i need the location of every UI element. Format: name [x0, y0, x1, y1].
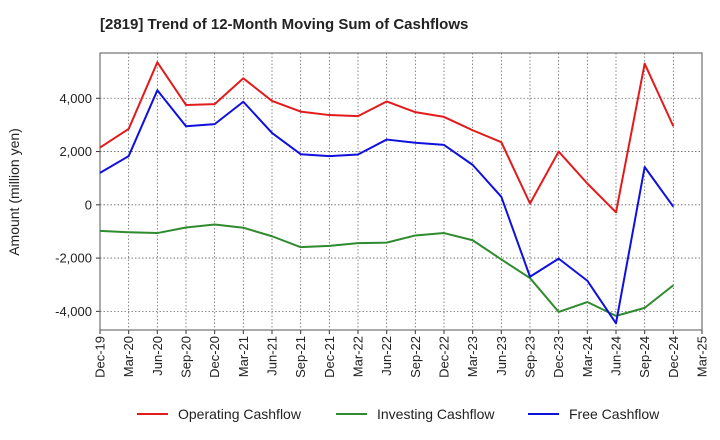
- x-tick-label: Mar-25: [695, 336, 710, 377]
- legend-label-free-cashflow: Free Cashflow: [569, 406, 660, 422]
- x-tick-label: Sep-24: [637, 336, 652, 378]
- x-tick-label: Mar-22: [351, 336, 366, 377]
- series-line-operating-cashflow: [99, 61, 675, 214]
- x-tick-label: Dec-23: [551, 336, 566, 378]
- y-tick-label: 2,000: [59, 144, 92, 159]
- x-tick-label: Mar-21: [236, 336, 251, 377]
- x-tick-label: Dec-21: [322, 336, 337, 378]
- x-tick-label: Dec-19: [93, 336, 108, 378]
- x-tick-label: Dec-24: [666, 336, 681, 378]
- x-tick-label: Sep-20: [179, 336, 194, 378]
- y-axis-label: Amount (million yen): [6, 128, 22, 256]
- x-tick-label: Jun-24: [609, 336, 624, 376]
- y-tick-label: -2,000: [55, 251, 92, 266]
- x-tick-label: Jun-23: [494, 336, 509, 376]
- x-tick-label: Mar-24: [580, 336, 595, 377]
- x-tick-label: Sep-21: [293, 336, 308, 378]
- x-tick-label: Dec-22: [437, 336, 452, 378]
- series-line-free-cashflow: [99, 89, 675, 325]
- y-tick-label: -4,000: [55, 304, 92, 319]
- x-tick-label: Dec-20: [207, 336, 222, 378]
- x-tick-label: Mar-20: [121, 336, 136, 377]
- x-tick-label: Mar-23: [465, 336, 480, 377]
- legend-label-investing-cashflow: Investing Cashflow: [377, 406, 495, 422]
- series-line-investing-cashflow: [99, 223, 674, 317]
- x-tick-label: Sep-22: [408, 336, 423, 378]
- plot-area: 4,000 2,000 0 -2,000 -4,000 Dec-19 Mar-20 Jun-2…: [55, 52, 710, 378]
- x-tick-label: Jun-20: [150, 336, 165, 376]
- chart-title: [2819] Trend of 12-Month Moving Sum of C…: [100, 16, 468, 33]
- x-tick-label: Sep-23: [523, 336, 538, 378]
- legend: Operating Cashflow Investing Cashflow Free…: [137, 406, 660, 422]
- y-tick-label: 0: [85, 197, 92, 212]
- plot-frame: [99, 52, 703, 331]
- x-tick-label: Jun-21: [265, 336, 280, 376]
- x-tick-label: Jun-22: [379, 336, 394, 376]
- legend-label-operating-cashflow: Operating Cashflow: [178, 406, 302, 422]
- y-tick-label: 4,000: [59, 91, 92, 106]
